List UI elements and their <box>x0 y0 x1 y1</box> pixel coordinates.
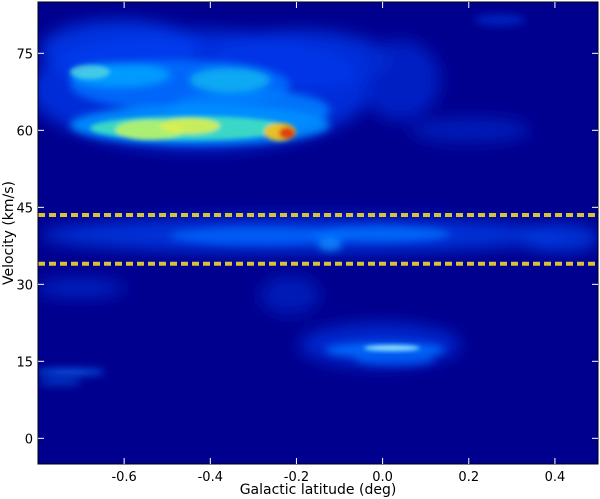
emission-map <box>38 14 598 385</box>
x-axis: -0.6 -0.4 -0.2 0.0 0.2 0.4 <box>111 2 565 485</box>
y-tick-label: 45 <box>16 201 33 216</box>
x-tick-label: -0.6 <box>111 470 136 485</box>
y-tick-label: 60 <box>16 124 33 139</box>
x-axis-title: Galactic latitude (deg) <box>240 482 397 498</box>
x-tick-label: -0.2 <box>284 470 309 485</box>
y-axis: 0 15 30 45 60 75 <box>16 47 598 447</box>
y-tick-label: 75 <box>16 47 33 62</box>
y-tick-label: 15 <box>16 355 33 370</box>
x-tick-label: 0.4 <box>545 470 566 485</box>
x-tick-label: 0.0 <box>372 470 393 485</box>
x-tick-label: -0.4 <box>198 470 223 485</box>
reference-lines <box>38 213 598 266</box>
y-axis-title: Velocity (km/s) <box>1 181 17 285</box>
plot-frame <box>37 1 599 465</box>
x-tick-label: 0.2 <box>458 470 479 485</box>
y-tick-label: 30 <box>16 278 33 293</box>
y-tick-label: 0 <box>25 432 33 447</box>
